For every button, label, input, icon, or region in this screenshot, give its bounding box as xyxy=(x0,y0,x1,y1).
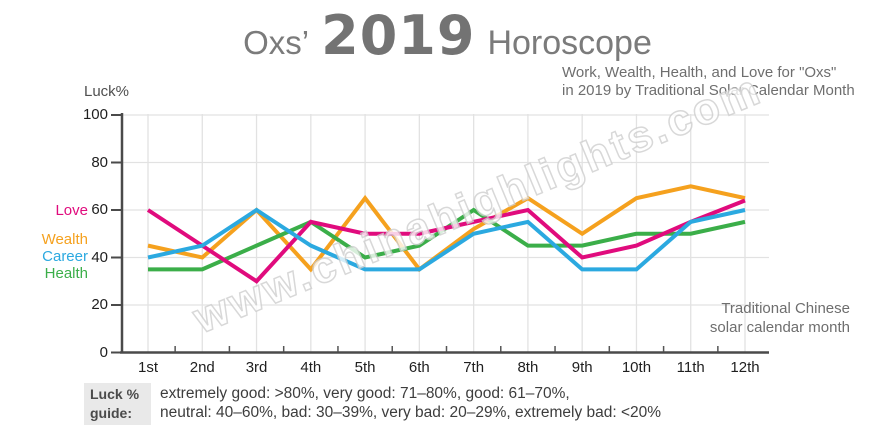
subtitle-line2: in 2019 by Traditional Solar Calendar Mo… xyxy=(562,82,855,99)
y-tick-label: 40 xyxy=(91,248,108,266)
x-tick-label: 3rd xyxy=(245,359,268,376)
subtitle: Work, Wealth, Health, and Love for "Oxs"… xyxy=(562,64,855,100)
x-axis-note-line1: Traditional Chinese xyxy=(721,300,850,317)
legend-item-wealth: Wealth xyxy=(41,231,88,248)
y-tick-label: 60 xyxy=(91,201,108,218)
x-tick-label: 5th xyxy=(354,359,376,376)
legend-item-health: Health xyxy=(44,265,88,282)
x-tick-label: 2nd xyxy=(189,359,215,376)
chart-lines xyxy=(146,184,746,284)
guide-label-line2: guide: xyxy=(90,405,132,421)
x-tick-label: 6th xyxy=(408,359,430,376)
guide-text: extremely good: >80%, very good: 71–80%,… xyxy=(160,384,661,422)
subtitle-line1: Work, Wealth, Health, and Love for "Oxs" xyxy=(562,64,837,81)
line-health xyxy=(148,207,746,272)
x-tick-label: 8th xyxy=(517,359,539,376)
guide-label-line1: Luck % xyxy=(90,386,140,402)
y-tick-label: 20 xyxy=(91,296,108,313)
x-tick-label: 7th xyxy=(463,359,485,376)
title-year: 2019 xyxy=(321,4,476,67)
x-axis-note: Traditional Chinese solar calendar month xyxy=(650,299,850,337)
line-career xyxy=(147,207,746,272)
legend-item-love: Love xyxy=(55,202,88,219)
guide-label-box xyxy=(84,383,151,425)
title-zodiac: Oxs’ xyxy=(243,24,310,61)
title-word: Horoscope xyxy=(487,24,652,62)
axes xyxy=(111,113,769,354)
guide-text-line1: extremely good: >80%, very good: 71–80%,… xyxy=(160,385,570,402)
y-tick-label: 100 xyxy=(82,106,108,123)
x-axis-note-line2: solar calendar month xyxy=(709,319,850,336)
guide-text-line2: neutral: 40–60%, bad: 30–39%, very bad: … xyxy=(160,404,662,421)
page-title: Oxs’ 2019 Horoscope xyxy=(0,4,895,67)
x-tick-label: 11th xyxy=(676,359,705,376)
x-tick-label: 12th xyxy=(730,359,760,376)
x-tick-label: 1st xyxy=(137,359,158,376)
x-tick-label: 9th xyxy=(571,359,593,376)
y-tick-label: 0 xyxy=(99,343,108,361)
y-tick-label: 80 xyxy=(91,153,108,171)
y-axis-title: Luck% xyxy=(84,83,130,100)
legend-item-career: Career xyxy=(42,248,88,265)
x-tick-label: 4th xyxy=(300,359,322,376)
guide-label: Luck % guide: xyxy=(90,385,139,423)
x-tick-label: 10th xyxy=(621,359,652,376)
line-love xyxy=(146,198,746,284)
